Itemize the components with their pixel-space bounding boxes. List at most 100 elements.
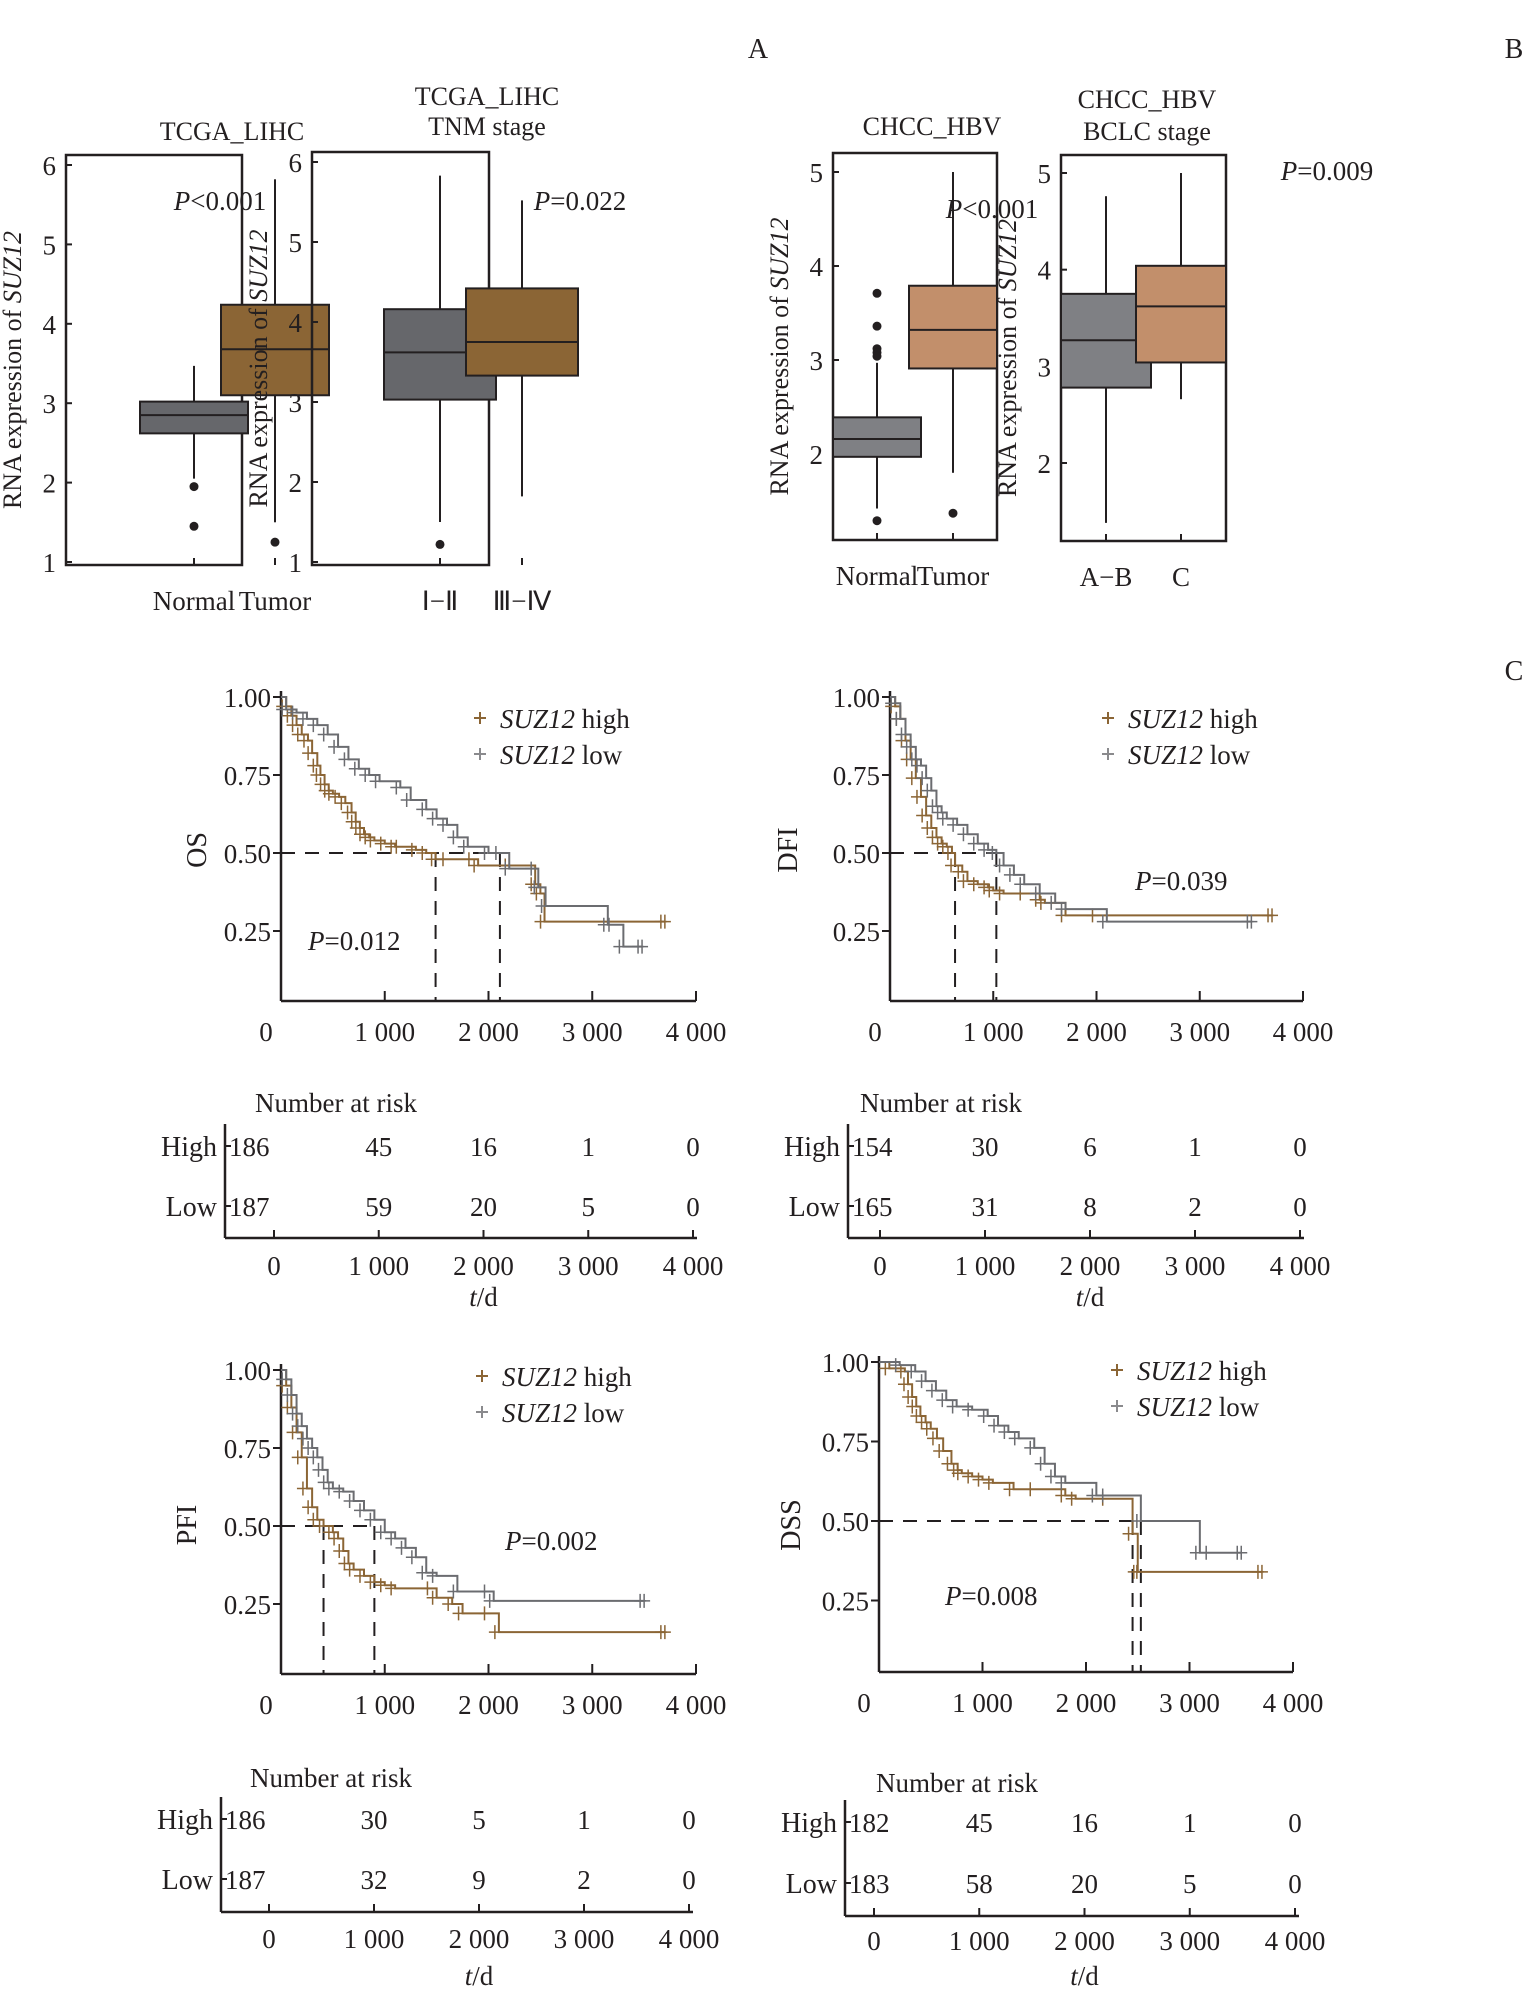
censor-mark bbox=[1014, 877, 1027, 892]
y-tick-label: 1 bbox=[43, 548, 57, 578]
y-tick-label: 0.75 bbox=[224, 761, 271, 791]
censor-mark bbox=[1055, 1475, 1068, 1490]
km-curve-high bbox=[281, 1369, 665, 1634]
risk-count: 186 bbox=[229, 1132, 270, 1162]
risk-row-label-high: High bbox=[161, 1132, 217, 1163]
x-tick-label: 4 000 bbox=[666, 1017, 727, 1047]
censor-mark bbox=[525, 861, 538, 876]
risk-x-tick-label: 0 bbox=[262, 1924, 276, 1954]
x-tick-label: Tumor bbox=[239, 586, 312, 616]
censor-mark bbox=[941, 846, 954, 860]
risk-x-tick-label: 1 000 bbox=[949, 1926, 1010, 1956]
censor-mark bbox=[291, 1419, 304, 1434]
x-tick-label: A−B bbox=[1080, 562, 1133, 592]
risk-table-risk-dfi: Number at risk High 154 30 6 1 0 Low 165 31 8 2 0 0 1 … bbox=[784, 1088, 1330, 1312]
legend-group: low bbox=[1203, 740, 1251, 770]
risk-row-label-low: Low bbox=[786, 1869, 838, 1900]
outlier-point bbox=[872, 321, 882, 331]
censor-mark bbox=[978, 880, 991, 895]
legend-gene: SUZ12 bbox=[500, 740, 575, 770]
risk-row-label-low: Low bbox=[166, 1192, 218, 1223]
plot-title: CHCC_HBV bbox=[1078, 85, 1217, 114]
risk-x-tick-label: 4 000 bbox=[1265, 1926, 1326, 1956]
legend-label-low: SUZ12 low bbox=[500, 740, 623, 770]
x-tick-label: C bbox=[1172, 562, 1190, 592]
censor-mark bbox=[416, 1565, 429, 1580]
censor-mark bbox=[920, 1421, 933, 1436]
y-axis-label: RNA expression of SUZ12 bbox=[993, 219, 1022, 497]
y-axis-label-prefix: RNA expression of bbox=[0, 303, 27, 509]
censor-mark bbox=[915, 1374, 928, 1389]
x-tick-label: 4 000 bbox=[1263, 1688, 1324, 1718]
km-plot-km-pfi: 0.25 0.50 0.75 1.00 0 1 000 2 000 3 000 4 000 PFI… bbox=[172, 1356, 726, 1720]
y-axis-label-prefix: RNA expression of bbox=[765, 290, 794, 496]
y-axis-label-prefix: RNA expression of bbox=[993, 291, 1022, 497]
censor-mark bbox=[535, 899, 548, 914]
censor-mark bbox=[658, 914, 671, 929]
y-tick-label: 0.50 bbox=[833, 839, 880, 869]
risk-x-tick-label: 2 000 bbox=[449, 1924, 510, 1954]
censor-mark bbox=[369, 774, 382, 789]
risk-count: 59 bbox=[365, 1192, 392, 1222]
x-axis-var: t bbox=[469, 1282, 478, 1312]
censor-mark bbox=[993, 886, 1006, 901]
y-tick-label: 1.00 bbox=[224, 1356, 271, 1386]
y-tick-label: 0.75 bbox=[833, 761, 880, 791]
censor-mark bbox=[462, 852, 475, 867]
censor-mark bbox=[962, 1402, 975, 1417]
y-tick-label: 3 bbox=[289, 388, 303, 418]
censor-mark bbox=[338, 752, 351, 767]
y-tick-label: 6 bbox=[43, 151, 57, 181]
risk-count: 32 bbox=[361, 1865, 388, 1895]
censor-mark bbox=[286, 705, 299, 720]
x-tick-label: 3 000 bbox=[1159, 1688, 1220, 1718]
x-tick-label: 2 000 bbox=[1066, 1017, 1127, 1047]
censor-mark bbox=[658, 1625, 671, 1640]
censor-mark bbox=[1245, 914, 1258, 929]
censor-mark bbox=[1034, 1456, 1047, 1471]
censor-mark bbox=[468, 858, 481, 873]
outlier-point bbox=[189, 521, 199, 531]
censor-mark bbox=[364, 833, 377, 848]
p-value-label: P<0.001 bbox=[945, 194, 1038, 224]
x-tick-label: 3 000 bbox=[562, 1017, 623, 1047]
censor-mark bbox=[889, 1358, 902, 1373]
y-axis-label: RNA expression of SUZ12 bbox=[0, 231, 27, 509]
censor-mark bbox=[457, 839, 470, 854]
censor-mark bbox=[317, 727, 330, 742]
censor-mark bbox=[1003, 867, 1016, 882]
km-curve-low bbox=[281, 1369, 645, 1602]
risk-count: 0 bbox=[1288, 1808, 1302, 1838]
risk-count: 0 bbox=[1293, 1132, 1307, 1162]
outlier-point bbox=[872, 288, 882, 298]
x-axis-var: t bbox=[465, 1961, 474, 1991]
censor-mark bbox=[1200, 1545, 1213, 1560]
panel-label-a: A bbox=[748, 34, 769, 65]
censor-mark bbox=[931, 836, 944, 851]
x-tick-label: 3 000 bbox=[562, 1690, 623, 1720]
censor-mark bbox=[1029, 886, 1042, 901]
risk-x-tick-label: 1 000 bbox=[955, 1251, 1016, 1281]
censor-mark bbox=[359, 830, 372, 845]
y-tick-label: 0.25 bbox=[822, 1587, 869, 1617]
risk-count: 0 bbox=[686, 1192, 700, 1222]
risk-count: 9 bbox=[472, 1865, 486, 1895]
x-tick-label: Tumor bbox=[917, 561, 990, 591]
censor-mark bbox=[962, 1469, 975, 1484]
censor-mark bbox=[988, 1418, 1001, 1433]
risk-x-tick-label: 0 bbox=[867, 1926, 881, 1956]
censor-mark bbox=[1130, 1564, 1143, 1579]
x-tick-label: 4 000 bbox=[1273, 1017, 1334, 1047]
x-tick-label: 0 bbox=[259, 1017, 273, 1047]
risk-table-title: Number at risk bbox=[876, 1768, 1038, 1798]
risk-count: 2 bbox=[1188, 1192, 1202, 1222]
censor-mark bbox=[354, 1568, 366, 1583]
risk-count: 183 bbox=[849, 1869, 890, 1899]
censor-mark bbox=[390, 839, 403, 854]
censor-mark bbox=[499, 861, 512, 876]
x-tick-label: 1 000 bbox=[354, 1690, 415, 1720]
outlier-point bbox=[872, 516, 882, 526]
censor-mark bbox=[354, 827, 366, 842]
y-tick-label: 0.25 bbox=[833, 917, 880, 947]
censor-mark bbox=[905, 771, 918, 786]
